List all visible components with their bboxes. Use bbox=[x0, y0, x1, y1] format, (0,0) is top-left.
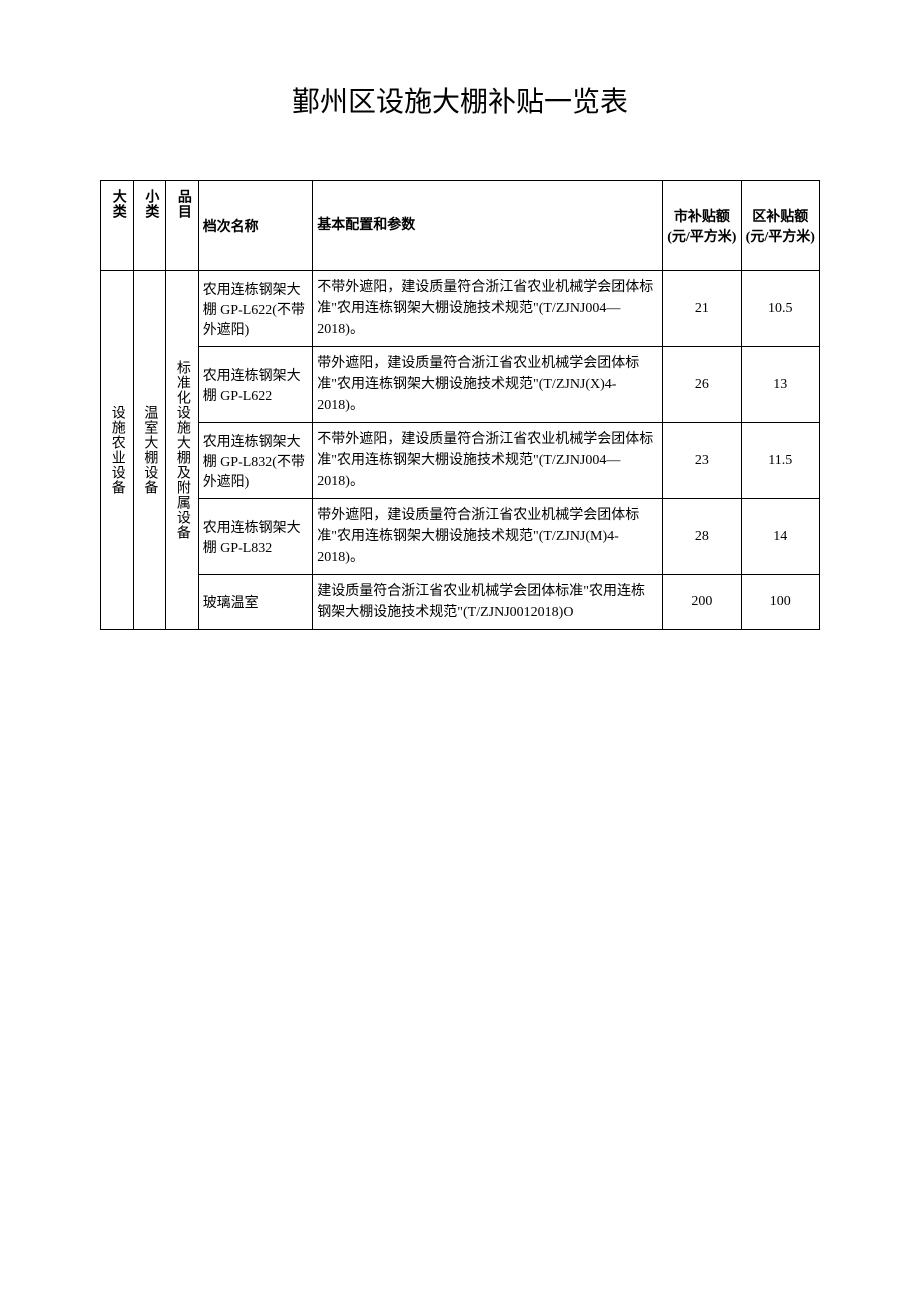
cell-config: 不带外遮阳，建设质量符合浙江省农业机械学会团体标准"农用连栋钢架大棚设施技术规范… bbox=[313, 271, 663, 347]
cell-name: 玻璃温室 bbox=[198, 575, 313, 630]
cell-city-subsidy: 21 bbox=[663, 271, 741, 347]
header-name: 档次名称 bbox=[198, 181, 313, 271]
cell-district-subsidy: 11.5 bbox=[741, 423, 819, 499]
cell-district-subsidy: 13 bbox=[741, 347, 819, 423]
cell-district-subsidy: 100 bbox=[741, 575, 819, 630]
header-category2: 小类 bbox=[133, 181, 166, 271]
cell-category3: 标准化设施大棚及附属设备 bbox=[166, 271, 199, 630]
cell-name: 农用连栋钢架大棚 GP-L832 bbox=[198, 499, 313, 575]
cell-config: 建设质量符合浙江省农业机械学会团体标准"农用连栋钢架大棚设施技术规范"(T/ZJ… bbox=[313, 575, 663, 630]
table-row: 农用连栋钢架大棚 GP-L832(不带外遮阳) 不带外遮阳，建设质量符合浙江省农… bbox=[101, 423, 820, 499]
cell-config: 带外遮阳，建设质量符合浙江省农业机械学会团体标准"农用连栋钢架大棚设施技术规范"… bbox=[313, 499, 663, 575]
header-category3: 品目 bbox=[166, 181, 199, 271]
cell-name: 农用连栋钢架大棚 GP-L622 bbox=[198, 347, 313, 423]
cell-city-subsidy: 200 bbox=[663, 575, 741, 630]
cell-city-subsidy: 28 bbox=[663, 499, 741, 575]
cell-district-subsidy: 10.5 bbox=[741, 271, 819, 347]
header-city-subsidy: 市补贴额(元/平方米) bbox=[663, 181, 741, 271]
subsidy-table: 大类 小类 品目 档次名称 基本配置和参数 市补贴额(元/平方米) 区补贴额(元… bbox=[100, 180, 820, 630]
cell-config: 不带外遮阳，建设质量符合浙江省农业机械学会团体标准"农用连栋钢架大棚设施技术规范… bbox=[313, 423, 663, 499]
table-row: 农用连栋钢架大棚 GP-L832 带外遮阳，建设质量符合浙江省农业机械学会团体标… bbox=[101, 499, 820, 575]
cell-name: 农用连栋钢架大棚 GP-L622(不带外遮阳) bbox=[198, 271, 313, 347]
cell-config: 带外遮阳，建设质量符合浙江省农业机械学会团体标准"农用连栋钢架大棚设施技术规范"… bbox=[313, 347, 663, 423]
cell-category1: 设施农业设备 bbox=[101, 271, 134, 630]
cell-district-subsidy: 14 bbox=[741, 499, 819, 575]
table-header-row: 大类 小类 品目 档次名称 基本配置和参数 市补贴额(元/平方米) 区补贴额(元… bbox=[101, 181, 820, 271]
table-row: 农用连栋钢架大棚 GP-L622 带外遮阳，建设质量符合浙江省农业机械学会团体标… bbox=[101, 347, 820, 423]
header-config: 基本配置和参数 bbox=[313, 181, 663, 271]
cell-city-subsidy: 23 bbox=[663, 423, 741, 499]
table-row: 玻璃温室 建设质量符合浙江省农业机械学会团体标准"农用连栋钢架大棚设施技术规范"… bbox=[101, 575, 820, 630]
table-row: 设施农业设备 温室大棚设备 标准化设施大棚及附属设备 农用连栋钢架大棚 GP-L… bbox=[101, 271, 820, 347]
page-title: 鄞州区设施大棚补贴一览表 bbox=[100, 80, 820, 120]
cell-category2: 温室大棚设备 bbox=[133, 271, 166, 630]
header-district-subsidy: 区补贴额(元/平方米) bbox=[741, 181, 819, 271]
cell-name: 农用连栋钢架大棚 GP-L832(不带外遮阳) bbox=[198, 423, 313, 499]
cell-city-subsidy: 26 bbox=[663, 347, 741, 423]
header-category1: 大类 bbox=[101, 181, 134, 271]
